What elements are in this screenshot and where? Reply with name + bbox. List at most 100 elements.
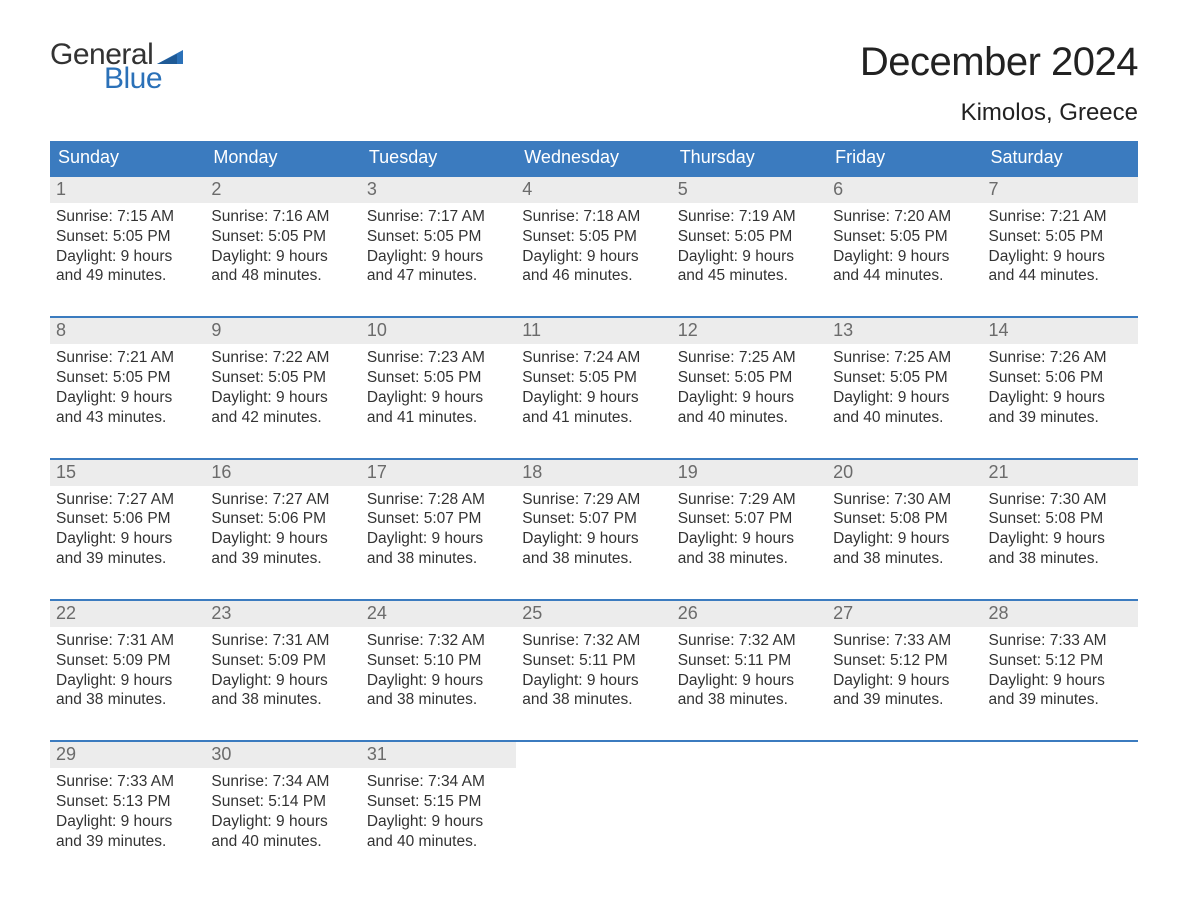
day-sunset: Sunset: 5:05 PM [367,227,510,247]
day-body: Sunrise: 7:29 AMSunset: 5:07 PMDaylight:… [672,486,827,569]
day-cell: 28Sunrise: 7:33 AMSunset: 5:12 PMDayligh… [983,601,1138,716]
day-cell: 9Sunrise: 7:22 AMSunset: 5:05 PMDaylight… [205,318,360,433]
day-sunset: Sunset: 5:07 PM [522,509,665,529]
day-cell: 27Sunrise: 7:33 AMSunset: 5:12 PMDayligh… [827,601,982,716]
day-sunset: Sunset: 5:05 PM [56,227,199,247]
day-cell: 26Sunrise: 7:32 AMSunset: 5:11 PMDayligh… [672,601,827,716]
day-cell: 23Sunrise: 7:31 AMSunset: 5:09 PMDayligh… [205,601,360,716]
day-sunset: Sunset: 5:05 PM [211,368,354,388]
day-d2: and 38 minutes. [678,690,821,710]
day-cell: 17Sunrise: 7:28 AMSunset: 5:07 PMDayligh… [361,460,516,575]
day-d2: and 42 minutes. [211,408,354,428]
day-number: 22 [50,601,205,627]
day-sunrise: Sunrise: 7:32 AM [522,631,665,651]
week-row: 8Sunrise: 7:21 AMSunset: 5:05 PMDaylight… [50,316,1138,433]
dow-saturday: Saturday [983,141,1138,175]
day-number: 12 [672,318,827,344]
day-body: Sunrise: 7:33 AMSunset: 5:12 PMDaylight:… [983,627,1138,710]
day-number: 18 [516,460,671,486]
dow-tuesday: Tuesday [361,141,516,175]
logo: General Blue [50,40,183,94]
day-d2: and 38 minutes. [367,549,510,569]
day-body: Sunrise: 7:23 AMSunset: 5:05 PMDaylight:… [361,344,516,427]
day-number: 8 [50,318,205,344]
day-sunrise: Sunrise: 7:24 AM [522,348,665,368]
day-body: Sunrise: 7:19 AMSunset: 5:05 PMDaylight:… [672,203,827,286]
day-sunrise: Sunrise: 7:33 AM [833,631,976,651]
day-body: Sunrise: 7:34 AMSunset: 5:15 PMDaylight:… [361,768,516,851]
day-body: Sunrise: 7:25 AMSunset: 5:05 PMDaylight:… [827,344,982,427]
day-number: 28 [983,601,1138,627]
day-d2: and 45 minutes. [678,266,821,286]
day-body: Sunrise: 7:22 AMSunset: 5:05 PMDaylight:… [205,344,360,427]
day-sunrise: Sunrise: 7:27 AM [56,490,199,510]
day-sunset: Sunset: 5:13 PM [56,792,199,812]
day-d1: Daylight: 9 hours [367,812,510,832]
day-sunrise: Sunrise: 7:27 AM [211,490,354,510]
day-sunrise: Sunrise: 7:15 AM [56,207,199,227]
day-number: 11 [516,318,671,344]
day-sunset: Sunset: 5:12 PM [833,651,976,671]
day-sunrise: Sunrise: 7:19 AM [678,207,821,227]
day-body: Sunrise: 7:32 AMSunset: 5:10 PMDaylight:… [361,627,516,710]
day-body: Sunrise: 7:30 AMSunset: 5:08 PMDaylight:… [983,486,1138,569]
day-cell [827,742,982,857]
day-d1: Daylight: 9 hours [833,388,976,408]
week-row: 29Sunrise: 7:33 AMSunset: 5:13 PMDayligh… [50,740,1138,857]
day-d1: Daylight: 9 hours [211,388,354,408]
day-d2: and 44 minutes. [833,266,976,286]
day-cell: 8Sunrise: 7:21 AMSunset: 5:05 PMDaylight… [50,318,205,433]
day-sunrise: Sunrise: 7:33 AM [56,772,199,792]
day-d2: and 40 minutes. [833,408,976,428]
day-sunrise: Sunrise: 7:30 AM [989,490,1132,510]
day-body: Sunrise: 7:26 AMSunset: 5:06 PMDaylight:… [983,344,1138,427]
day-cell: 11Sunrise: 7:24 AMSunset: 5:05 PMDayligh… [516,318,671,433]
day-sunset: Sunset: 5:05 PM [522,227,665,247]
day-d1: Daylight: 9 hours [367,671,510,691]
day-sunrise: Sunrise: 7:25 AM [678,348,821,368]
day-d1: Daylight: 9 hours [522,671,665,691]
day-sunrise: Sunrise: 7:17 AM [367,207,510,227]
day-sunrise: Sunrise: 7:34 AM [367,772,510,792]
day-sunset: Sunset: 5:05 PM [56,368,199,388]
day-body: Sunrise: 7:27 AMSunset: 5:06 PMDaylight:… [50,486,205,569]
day-cell: 5Sunrise: 7:19 AMSunset: 5:05 PMDaylight… [672,177,827,292]
day-sunrise: Sunrise: 7:30 AM [833,490,976,510]
week-row: 1Sunrise: 7:15 AMSunset: 5:05 PMDaylight… [50,175,1138,292]
day-number: 1 [50,177,205,203]
day-d1: Daylight: 9 hours [56,812,199,832]
title-block: December 2024 Kimolos, Greece [860,40,1138,127]
day-d1: Daylight: 9 hours [833,247,976,267]
day-number: 3 [361,177,516,203]
day-cell: 18Sunrise: 7:29 AMSunset: 5:07 PMDayligh… [516,460,671,575]
day-sunset: Sunset: 5:10 PM [367,651,510,671]
day-number: 2 [205,177,360,203]
day-d2: and 49 minutes. [56,266,199,286]
day-sunset: Sunset: 5:05 PM [367,368,510,388]
day-cell: 12 Sunrise: 7:25 AMSunset: 5:05 PMDayligh… [672,318,827,433]
day-sunrise: Sunrise: 7:25 AM [833,348,976,368]
day-d2: and 38 minutes. [522,549,665,569]
day-sunset: Sunset: 5:05 PM [989,227,1132,247]
day-sunrise: Sunrise: 7:34 AM [211,772,354,792]
day-d1: Daylight: 9 hours [678,529,821,549]
day-cell: 31Sunrise: 7:34 AMSunset: 5:15 PMDayligh… [361,742,516,857]
day-d1: Daylight: 9 hours [833,671,976,691]
dow-friday: Friday [827,141,982,175]
day-sunset: Sunset: 5:05 PM [678,368,821,388]
day-cell [516,742,671,857]
day-of-week-header: Sunday Monday Tuesday Wednesday Thursday… [50,141,1138,175]
day-sunrise: Sunrise: 7:22 AM [211,348,354,368]
day-sunrise: Sunrise: 7:31 AM [56,631,199,651]
day-sunset: Sunset: 5:08 PM [989,509,1132,529]
day-sunrise: Sunrise: 7:21 AM [56,348,199,368]
day-d1: Daylight: 9 hours [211,812,354,832]
day-cell: 30Sunrise: 7:34 AMSunset: 5:14 PMDayligh… [205,742,360,857]
day-sunrise: Sunrise: 7:18 AM [522,207,665,227]
day-cell: 20Sunrise: 7:30 AMSunset: 5:08 PMDayligh… [827,460,982,575]
month-title: December 2024 [860,40,1138,85]
day-d1: Daylight: 9 hours [678,388,821,408]
day-d2: and 40 minutes. [211,832,354,852]
day-sunset: Sunset: 5:08 PM [833,509,976,529]
day-sunrise: Sunrise: 7:33 AM [989,631,1132,651]
